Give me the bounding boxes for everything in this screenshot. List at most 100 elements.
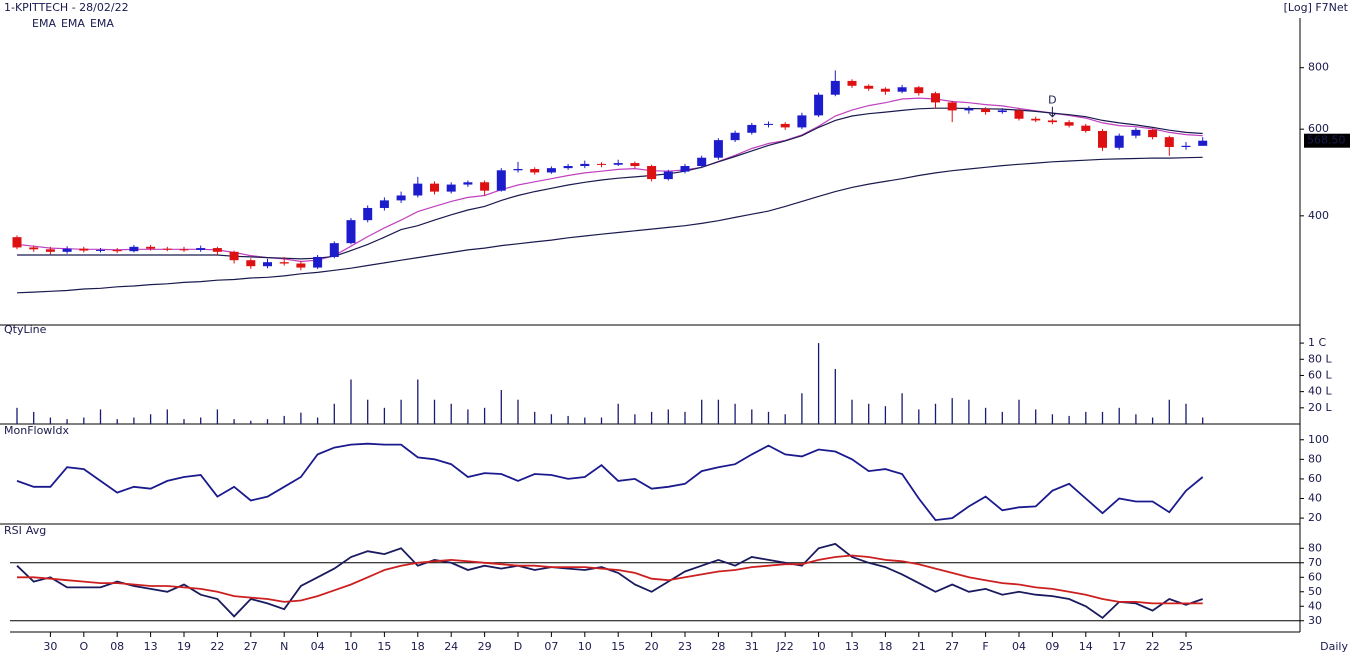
candle-body <box>196 248 206 250</box>
candle-body <box>1014 110 1024 119</box>
x-tick-label: 14 <box>1079 640 1093 653</box>
candle-body <box>413 183 423 196</box>
candle-body <box>112 249 122 252</box>
y-tick-label: 400 <box>1308 209 1329 222</box>
x-axis-label: Daily <box>1320 640 1348 653</box>
x-tick-label: 22 <box>210 640 224 653</box>
candle-body <box>62 248 72 252</box>
y-tick-label: 20 <box>1308 511 1322 524</box>
x-tick-label: 21 <box>912 640 926 653</box>
candle-body <box>880 88 890 92</box>
candle-body <box>580 163 590 167</box>
x-tick-label: 15 <box>377 640 391 653</box>
y-tick-label: 40 <box>1308 492 1322 505</box>
y-tick-label: 60 L <box>1308 368 1332 381</box>
candle-body <box>997 110 1007 113</box>
candle-body <box>814 94 824 116</box>
y-tick-label: 70 <box>1308 556 1322 569</box>
x-tick-label: 15 <box>611 640 625 653</box>
candle-body <box>1064 122 1074 126</box>
x-tick-label: 10 <box>578 640 592 653</box>
candle-body <box>647 166 657 180</box>
x-tick-label: 31 <box>745 640 759 653</box>
candle-body <box>229 251 239 261</box>
x-tick-label: 27 <box>945 640 959 653</box>
x-tick-label: 23 <box>678 640 692 653</box>
candle-body <box>1148 129 1158 138</box>
x-tick-label: 13 <box>144 640 158 653</box>
x-tick-label: 22 <box>1146 640 1160 653</box>
candle-body <box>446 184 456 192</box>
x-tick-label: 27 <box>244 640 258 653</box>
candle-body <box>1114 135 1124 148</box>
candle-body <box>931 93 940 103</box>
candle-body <box>914 87 924 94</box>
y-tick-label: 30 <box>1308 614 1322 627</box>
x-tick-label: 10 <box>344 640 358 653</box>
candle-body <box>613 163 623 165</box>
y-tick-label: 80 <box>1308 541 1322 554</box>
x-tick-label: D <box>514 640 522 653</box>
legend-entry: EMA <box>61 17 85 30</box>
candle-body <box>747 124 757 133</box>
candle-body <box>597 163 606 165</box>
annotation: D <box>1048 94 1056 107</box>
panel-title: QtyLine <box>4 323 47 336</box>
panel-title: MonFlowIdx <box>4 424 70 437</box>
x-tick-label: F <box>982 640 988 653</box>
legend-entry: EMA <box>90 17 114 30</box>
candle-body <box>830 80 840 95</box>
last-price-box <box>1304 133 1350 148</box>
legend-entry: EMA <box>32 17 56 30</box>
candle-body <box>79 248 89 251</box>
last-price-label: 568.50 <box>1307 134 1346 147</box>
candle-body <box>764 123 773 125</box>
x-tick-label: 29 <box>478 640 492 653</box>
candle-body <box>246 260 256 267</box>
y-tick-label: 80 L <box>1308 352 1332 365</box>
x-tick-label: 08 <box>110 640 124 653</box>
candle-body <box>1131 129 1141 136</box>
candle-body <box>329 243 339 257</box>
candle-body <box>279 262 289 264</box>
candle-body <box>396 195 406 201</box>
x-tick-label: 04 <box>1012 640 1026 653</box>
panel-title: Avg <box>26 524 46 537</box>
line-series <box>17 107 1203 260</box>
line-series <box>16 156 1203 294</box>
candle-body <box>1031 118 1041 121</box>
candle-body <box>897 87 907 92</box>
y-tick-label: 600 <box>1308 122 1329 135</box>
x-tick-label: 30 <box>43 640 57 653</box>
y-tick-label: 1 C <box>1308 336 1326 349</box>
candle-body <box>496 170 506 191</box>
x-tick-label: 20 <box>645 640 659 653</box>
candle-body <box>430 183 439 192</box>
y-tick-label: 60 <box>1308 472 1322 485</box>
candle-body <box>713 140 723 158</box>
y-tick-label: 20 L <box>1308 401 1332 414</box>
x-tick-label: 18 <box>878 640 892 653</box>
candle-body <box>480 182 490 191</box>
candle-body <box>296 263 306 268</box>
y-tick-label: 80 <box>1308 452 1322 465</box>
candle-body <box>864 85 874 89</box>
candle-body <box>146 246 156 249</box>
candle-body <box>513 168 523 171</box>
x-tick-label: 17 <box>1112 640 1126 653</box>
x-tick-label: 04 <box>311 640 325 653</box>
candle-body <box>12 237 22 248</box>
candle-body <box>212 248 222 252</box>
x-tick-label: J22 <box>776 640 794 653</box>
candle-body <box>964 108 974 111</box>
candle-body <box>1198 140 1208 146</box>
candle-body <box>663 171 673 180</box>
x-tick-label: N <box>280 640 288 653</box>
x-tick-label: 19 <box>177 640 191 653</box>
candle-body <box>546 168 556 173</box>
candle-body <box>162 248 172 250</box>
candle-body <box>1164 137 1174 147</box>
x-tick-label: 18 <box>411 640 425 653</box>
